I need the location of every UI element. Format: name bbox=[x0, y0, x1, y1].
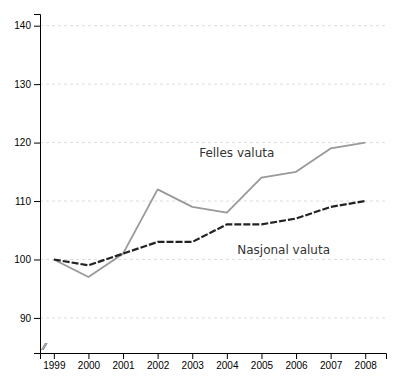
x-tick: 2006 bbox=[285, 353, 308, 371]
series-line bbox=[54, 143, 365, 277]
series-line bbox=[54, 201, 365, 265]
x-tick: 2004 bbox=[216, 353, 239, 371]
grid bbox=[40, 26, 386, 318]
y-axis-line bbox=[34, 15, 41, 354]
x-tick: 1999 bbox=[43, 353, 66, 371]
y-tick-mark bbox=[34, 143, 40, 144]
x-tick-mark bbox=[261, 353, 262, 359]
x-tick: 2005 bbox=[251, 353, 274, 371]
y-tick-label: 120 bbox=[14, 137, 31, 148]
y-tick: 90 bbox=[20, 313, 40, 324]
x-tick: 2000 bbox=[78, 353, 101, 371]
x-tick-mark bbox=[88, 353, 89, 359]
y-tick-label: 110 bbox=[15, 196, 31, 207]
grid-line bbox=[40, 84, 386, 85]
grid-line bbox=[40, 201, 386, 202]
grid-line bbox=[40, 25, 386, 26]
x-tick-label: 2006 bbox=[285, 360, 308, 371]
grid-line bbox=[40, 142, 386, 143]
x-axis: 1999 2000 2001 2002 2003 2004 2005 2006 2007 2008 bbox=[41, 353, 387, 371]
y-tick: 100 bbox=[14, 254, 40, 265]
x-tick: 2007 bbox=[320, 353, 343, 371]
x-axis-line bbox=[41, 354, 387, 360]
x-tick-mark bbox=[192, 353, 193, 359]
x-tick: 2002 bbox=[147, 353, 170, 371]
grid-line bbox=[40, 259, 386, 260]
x-tick-mark bbox=[331, 353, 332, 359]
x-tick-mark bbox=[296, 353, 297, 359]
x-tick: 2001 bbox=[112, 353, 135, 371]
grid-line bbox=[40, 317, 386, 318]
y-tick-mark bbox=[34, 26, 40, 27]
annotations: Felles valuta Nasjonal valuta ⁄⁄ bbox=[41, 146, 330, 352]
y-tick-mark bbox=[34, 318, 40, 319]
y-tick-label: 130 bbox=[14, 79, 31, 90]
y-tick: 120 bbox=[14, 137, 40, 148]
y-tick: 130 bbox=[14, 79, 40, 90]
y-tick-mark bbox=[34, 259, 40, 260]
x-tick-label: 2004 bbox=[216, 360, 239, 371]
chart: 1999 2000 2001 2002 2003 2004 2005 2006 2007 2008… bbox=[0, 0, 400, 385]
x-tick-label: 2003 bbox=[182, 360, 205, 371]
annotation: ⁄⁄ bbox=[41, 342, 49, 352]
lines bbox=[54, 143, 365, 277]
x-tick-label: 2007 bbox=[320, 360, 343, 371]
x-tick-label: 1999 bbox=[43, 360, 66, 371]
x-tick-label: 2000 bbox=[78, 360, 101, 371]
plot: 1999 2000 2001 2002 2003 2004 2005 2006 2007 2008… bbox=[14, 15, 386, 372]
x-tick-label: 2008 bbox=[355, 360, 378, 371]
x-tick-mark bbox=[158, 353, 159, 359]
y-tick-mark bbox=[34, 84, 40, 85]
y-tick: 140 bbox=[14, 20, 40, 31]
x-tick-mark bbox=[54, 353, 55, 359]
annotation: Felles valuta bbox=[199, 146, 274, 160]
x-tick-mark bbox=[123, 353, 124, 359]
x-tick-label: 2005 bbox=[251, 360, 274, 371]
annotation: Nasjonal valuta bbox=[237, 243, 330, 257]
x-tick: 2003 bbox=[182, 353, 205, 371]
y-axis: 90 100 110 120 130 140 bbox=[14, 15, 40, 354]
y-tick: 110 bbox=[15, 196, 40, 207]
y-tick-label: 100 bbox=[14, 254, 31, 265]
x-tick-label: 2001 bbox=[112, 360, 135, 371]
x-tick-label: 2002 bbox=[147, 360, 170, 371]
y-tick-mark bbox=[34, 201, 40, 202]
x-tick-mark bbox=[227, 353, 228, 359]
x-tick-mark bbox=[365, 353, 366, 359]
y-tick-label: 140 bbox=[14, 20, 31, 31]
y-tick-label: 90 bbox=[20, 313, 32, 324]
x-tick: 2008 bbox=[355, 353, 378, 371]
